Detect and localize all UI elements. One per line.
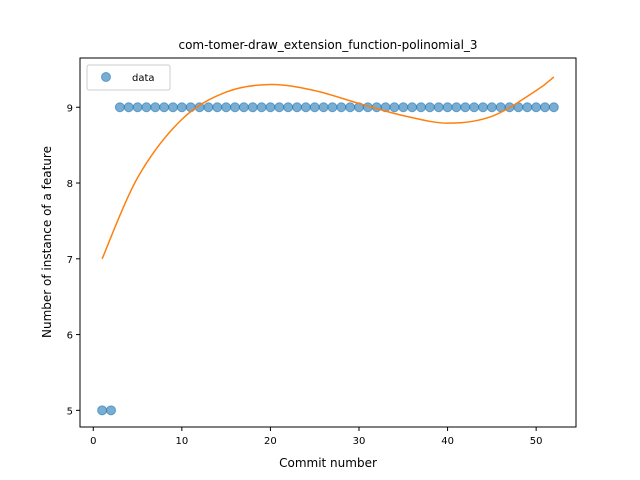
y-tick-label: 7 (67, 255, 73, 266)
data-point (97, 405, 108, 416)
data-point (309, 102, 320, 113)
data-point (203, 102, 214, 113)
x-axis-label: Commit number (279, 456, 377, 470)
data-point (106, 405, 116, 416)
legend: data (86, 64, 171, 91)
legend-marker-data (101, 72, 111, 82)
data-point (424, 102, 435, 113)
data-point (221, 102, 232, 113)
data-point (247, 102, 258, 113)
chart-title: com-tomer-draw_extension_function-polino… (178, 38, 477, 52)
x-tick-label: 40 (441, 436, 454, 447)
data-point (345, 102, 356, 113)
data-point (185, 102, 196, 113)
data-point (283, 102, 294, 113)
y-axis-ticks: 5 6 7 8 9 (67, 103, 80, 417)
legend-label-data: data (132, 73, 155, 84)
series-layer (97, 76, 559, 416)
data-point (336, 102, 347, 113)
y-tick-label: 8 (67, 179, 73, 190)
data-point (416, 102, 426, 113)
y-tick-label: 6 (67, 331, 73, 342)
x-tick-label: 0 (90, 436, 96, 447)
legend-box (86, 64, 171, 91)
data-point (141, 102, 152, 113)
data-point (469, 102, 480, 113)
plot-frame (79, 57, 577, 428)
data-point (478, 102, 488, 113)
data-point (407, 102, 418, 113)
data-point (451, 102, 462, 113)
x-axis-ticks: 0 10 20 30 40 50 (90, 427, 543, 447)
data-point (327, 102, 338, 113)
data-point (114, 102, 125, 113)
data-point (531, 102, 542, 113)
fit-line (101, 76, 555, 260)
x-tick-label: 30 (353, 436, 366, 447)
data-point (132, 102, 143, 113)
data-point (150, 102, 161, 113)
data-point (292, 102, 302, 113)
data-point (168, 102, 178, 113)
x-tick-label: 10 (175, 436, 188, 447)
data-point (522, 102, 533, 113)
data-point (486, 102, 497, 113)
y-tick-label: 9 (67, 103, 73, 114)
data-point (540, 102, 550, 113)
data-point (548, 102, 559, 113)
data-point (274, 102, 285, 113)
data-point (460, 102, 471, 113)
data-point (300, 102, 311, 113)
y-axis-label: Number of instance of a feature (40, 146, 54, 338)
data-point (123, 102, 134, 113)
data-point (256, 102, 267, 113)
data-point (433, 102, 444, 113)
data-point (442, 102, 453, 113)
data-point (389, 102, 400, 113)
data-point (398, 102, 409, 113)
x-tick-label: 50 (530, 436, 543, 447)
data-point (159, 102, 170, 113)
data-point (230, 102, 240, 113)
data-point (318, 102, 329, 113)
data-point (176, 102, 187, 113)
data-point (265, 102, 276, 113)
data-point (238, 102, 249, 113)
x-tick-label: 20 (264, 436, 277, 447)
data-point (212, 102, 223, 113)
y-tick-label: 5 (67, 406, 73, 417)
